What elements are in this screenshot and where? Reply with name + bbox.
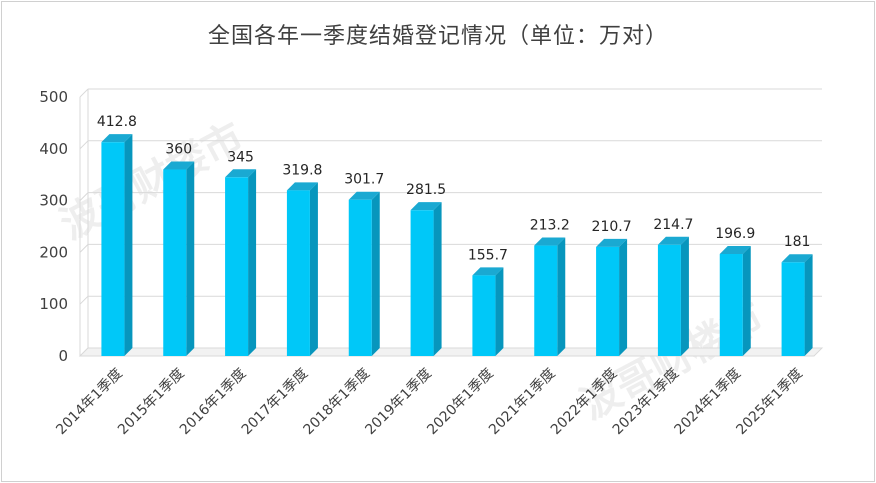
y-tick-label: 300 — [39, 192, 68, 210]
data-label: 196.9 — [715, 226, 755, 242]
bar-side — [186, 161, 195, 356]
bar-side — [619, 238, 628, 356]
y-tick-label: 200 — [39, 243, 68, 261]
bar-top — [596, 238, 628, 247]
bar-side — [371, 191, 380, 356]
bar-side — [495, 267, 504, 356]
y-tick-label: 500 — [39, 88, 68, 106]
bar-side — [433, 202, 442, 356]
x-tick-label: 2025年1季度 — [733, 366, 806, 439]
data-label: 345 — [227, 149, 254, 165]
bar — [657, 244, 681, 356]
data-label: 301.7 — [344, 172, 384, 188]
bar-top — [348, 191, 380, 200]
bar-top — [101, 134, 133, 143]
bar — [225, 177, 249, 356]
bar — [410, 210, 434, 356]
bar — [534, 245, 558, 356]
bar — [719, 254, 743, 356]
bar-top — [472, 267, 504, 276]
data-label: 213.2 — [530, 218, 570, 234]
y-tick-label: 100 — [39, 295, 68, 313]
bar-top — [286, 182, 318, 191]
bar — [781, 262, 805, 356]
data-label: 181 — [784, 234, 811, 250]
bar-top — [410, 202, 442, 211]
bar-top — [163, 161, 195, 170]
bar — [348, 199, 372, 356]
data-label: 281.5 — [406, 182, 446, 198]
bar — [472, 275, 496, 356]
gridline-diag — [79, 244, 89, 253]
bar-side — [248, 169, 257, 356]
bar — [163, 169, 187, 356]
y-tick-label: 400 — [39, 140, 68, 158]
data-label: 319.8 — [282, 162, 322, 178]
bar-top — [781, 254, 813, 263]
gridline-diag — [79, 140, 89, 150]
bar-side — [680, 236, 689, 356]
chart-floor — [78, 347, 824, 357]
data-label: 412.8 — [97, 114, 137, 130]
y-tick-label: 0 — [58, 347, 68, 365]
bar-side — [309, 182, 318, 356]
bar-side — [124, 134, 133, 356]
bar-top — [225, 169, 257, 178]
data-label: 360 — [165, 142, 192, 158]
data-label: 210.7 — [592, 219, 632, 235]
gridline-diag — [79, 295, 89, 305]
bar — [286, 190, 310, 356]
bar-side — [557, 237, 566, 356]
data-label: 155.7 — [468, 247, 508, 263]
data-label: 214.7 — [653, 217, 693, 233]
bar — [101, 142, 125, 356]
chart-title: 全国各年一季度结婚登记情况（单位：万对） — [207, 24, 668, 49]
gridline-diag — [79, 192, 89, 201]
bar-top — [534, 237, 566, 246]
gridline-diag — [79, 88, 89, 98]
bar-side — [742, 246, 751, 356]
bar-side — [804, 254, 813, 356]
bar-top — [719, 246, 751, 255]
bar-top — [657, 236, 689, 245]
watermark-text: 波哥财楼市 — [53, 114, 251, 249]
bar — [596, 246, 620, 356]
